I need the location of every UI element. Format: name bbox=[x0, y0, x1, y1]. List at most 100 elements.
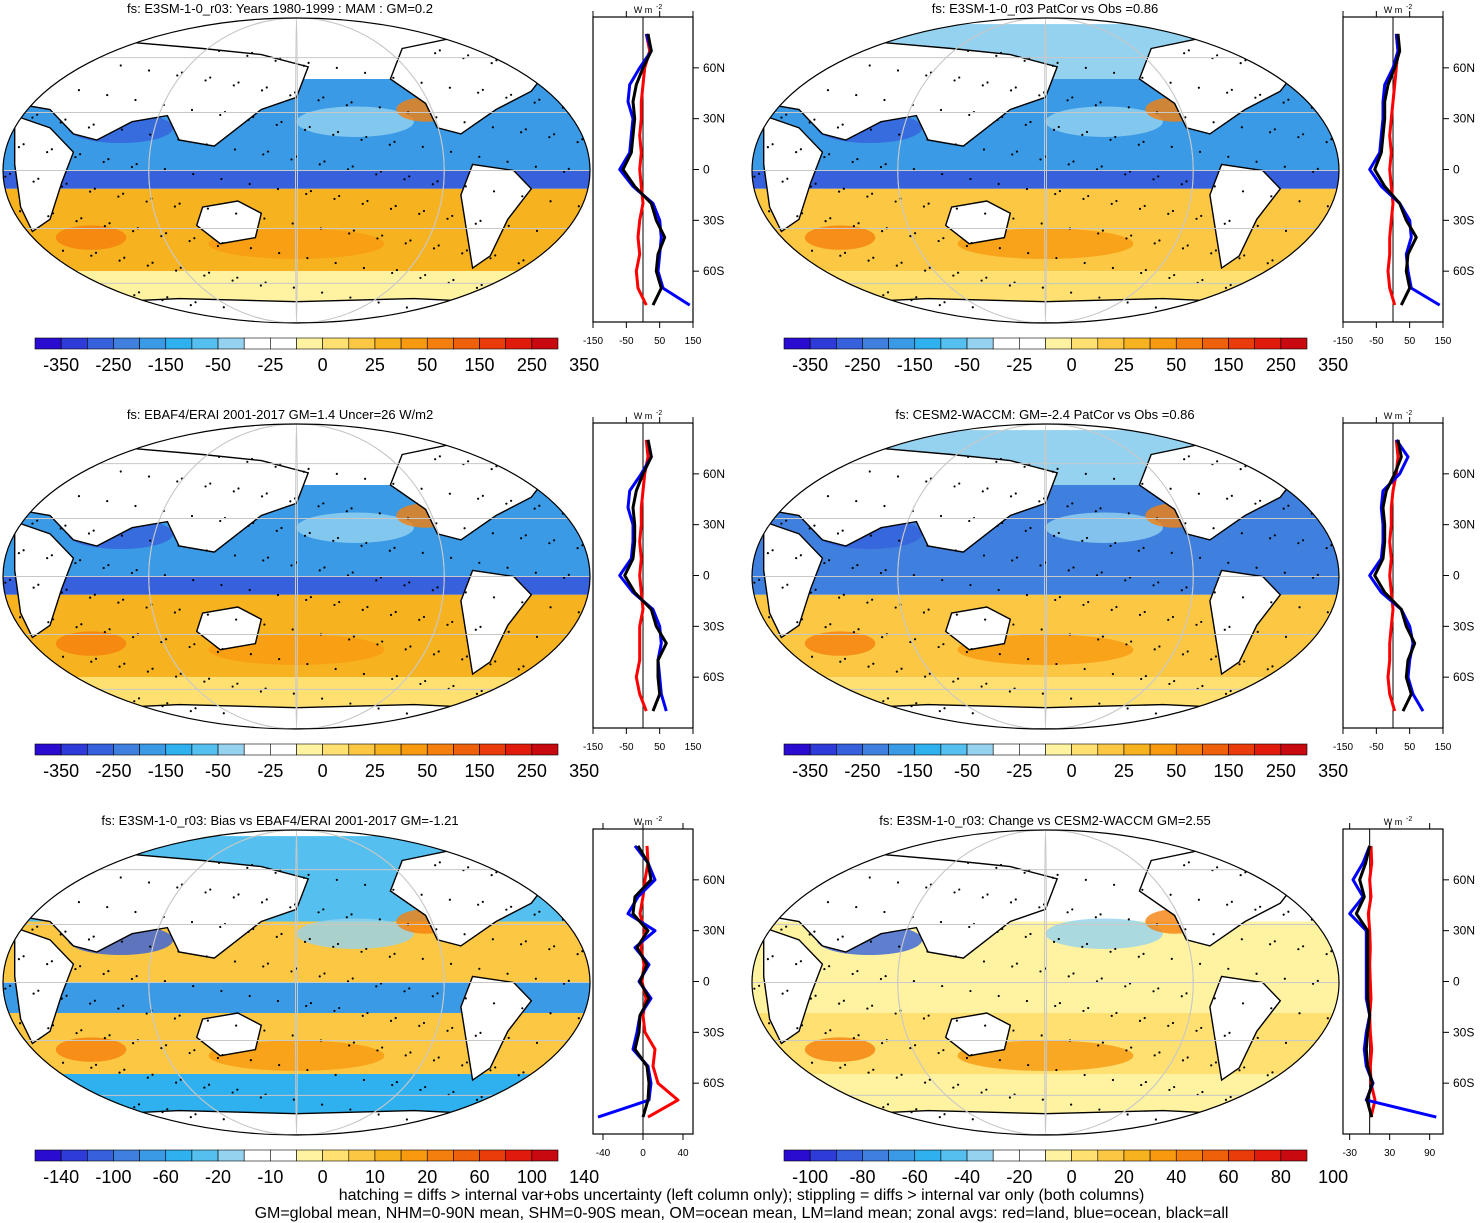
stipple-dot bbox=[1266, 1074, 1269, 1077]
stipple-dot bbox=[1029, 526, 1032, 530]
stipple-dot bbox=[276, 593, 280, 597]
stipple-dot bbox=[76, 284, 79, 287]
stipple-dot bbox=[1144, 1080, 1147, 1084]
stipple-dot bbox=[1253, 697, 1256, 700]
stipple-dot bbox=[551, 69, 555, 72]
stipple-dot bbox=[490, 62, 493, 65]
stipple-dot bbox=[265, 86, 268, 89]
land-mass bbox=[13, 447, 310, 553]
stipple-dot bbox=[1313, 1046, 1316, 1049]
stipple-dot bbox=[1140, 1083, 1143, 1087]
colorbar-swatch bbox=[835, 337, 863, 350]
stipple-dot bbox=[449, 556, 453, 559]
stipple-dot bbox=[872, 1068, 875, 1071]
stipple-dot bbox=[262, 965, 265, 968]
stipple-dot bbox=[275, 935, 278, 938]
stipple-dot bbox=[289, 906, 292, 909]
stipple-dot bbox=[968, 925, 971, 929]
colorbar-tick-label: -20 bbox=[205, 1167, 231, 1187]
stipple-dot bbox=[409, 645, 412, 648]
stipple-dot bbox=[231, 685, 234, 688]
stipple-dot bbox=[276, 999, 280, 1003]
stipple-dot bbox=[999, 457, 1003, 461]
stipple-dot bbox=[448, 86, 451, 89]
stipple-dot bbox=[756, 108, 759, 111]
stipple-dot bbox=[1109, 950, 1112, 953]
stipple-dot bbox=[560, 707, 563, 710]
stipple-dot bbox=[1109, 544, 1112, 547]
colorbar-tick-label: -350 bbox=[43, 355, 79, 375]
stipple-dot bbox=[552, 945, 556, 948]
colorbar-tick-label: -100 bbox=[792, 1167, 828, 1187]
stipple-dot bbox=[75, 626, 78, 629]
stipple-dot bbox=[1241, 1002, 1245, 1005]
stipple-dot bbox=[1195, 217, 1198, 220]
stipple-dot bbox=[247, 118, 250, 122]
stipple-dot bbox=[422, 1021, 426, 1025]
stipple-dot bbox=[533, 507, 536, 510]
colorbar-tick-label: 350 bbox=[1318, 355, 1348, 375]
land-mass bbox=[763, 853, 1059, 959]
stipple-dot bbox=[986, 893, 989, 896]
stipple-dot bbox=[361, 202, 364, 205]
colorbar-swatch bbox=[479, 337, 506, 350]
stipple-dot bbox=[838, 596, 841, 599]
stipple-dot bbox=[403, 584, 406, 587]
lat-tick-label: 0 bbox=[703, 163, 710, 177]
land-mass bbox=[763, 41, 1059, 147]
stipple-dot bbox=[766, 146, 769, 149]
field-patch bbox=[1045, 918, 1163, 949]
stipple-dot bbox=[517, 1074, 520, 1077]
stipple-dot bbox=[51, 1024, 55, 1027]
stipple-dot bbox=[954, 549, 957, 552]
stipple-dot bbox=[966, 49, 970, 52]
stipple-dot bbox=[134, 504, 137, 508]
colorbar-swatch bbox=[835, 1149, 863, 1162]
stipple-dot bbox=[1256, 630, 1259, 633]
stipple-dot bbox=[925, 480, 928, 483]
stipple-dot bbox=[970, 242, 973, 245]
stipple-dot bbox=[348, 1044, 351, 1047]
stipple-dot bbox=[219, 113, 222, 117]
stipple-dot bbox=[886, 1103, 890, 1106]
stipple-dot bbox=[1270, 1007, 1273, 1010]
stipple-dot bbox=[1152, 990, 1155, 993]
stipple-dot bbox=[249, 653, 252, 656]
land-mass bbox=[49, 297, 544, 323]
stipple-dot bbox=[1229, 689, 1232, 693]
stipple-dot bbox=[1314, 1110, 1317, 1114]
stipple-dot bbox=[1055, 662, 1058, 666]
colorbar-tick-label: 0 bbox=[318, 1167, 328, 1187]
stipple-dot bbox=[1152, 178, 1155, 181]
colorbar-swatch bbox=[296, 337, 323, 350]
stipple-dot bbox=[770, 79, 773, 82]
stipple-dot bbox=[518, 67, 522, 70]
colorbar-swatch bbox=[783, 743, 811, 756]
stipple-dot bbox=[1296, 883, 1299, 887]
stipple-dot bbox=[1212, 933, 1215, 936]
colorbar-tick-label: 350 bbox=[569, 355, 599, 375]
stipple-dot bbox=[1082, 197, 1085, 201]
stipple-dot bbox=[1110, 1014, 1113, 1017]
stipple-dot bbox=[980, 279, 983, 282]
stipple-dot bbox=[318, 975, 321, 978]
stipple-dot bbox=[306, 1068, 309, 1072]
stipple-dot bbox=[1009, 901, 1013, 904]
stipple-dot bbox=[451, 214, 454, 218]
stipple-dot bbox=[37, 583, 40, 586]
stipple-dot bbox=[894, 1012, 897, 1015]
stipple-dot bbox=[232, 490, 235, 493]
stipple-dot bbox=[303, 940, 307, 943]
stipple-dot bbox=[1181, 247, 1185, 250]
stipple-dot bbox=[981, 896, 984, 899]
stipple-dot bbox=[783, 49, 787, 52]
stipple-dot bbox=[349, 296, 352, 299]
stipple-dot bbox=[896, 69, 900, 72]
stipple-dot bbox=[252, 115, 255, 119]
colorbar-tick-label: -20 bbox=[1006, 1167, 1032, 1187]
stipple-dot bbox=[871, 598, 874, 601]
stipple-dot bbox=[1287, 910, 1290, 913]
stipple-dot bbox=[1071, 502, 1074, 505]
stipple-dot bbox=[93, 999, 96, 1002]
stipple-dot bbox=[190, 920, 194, 924]
